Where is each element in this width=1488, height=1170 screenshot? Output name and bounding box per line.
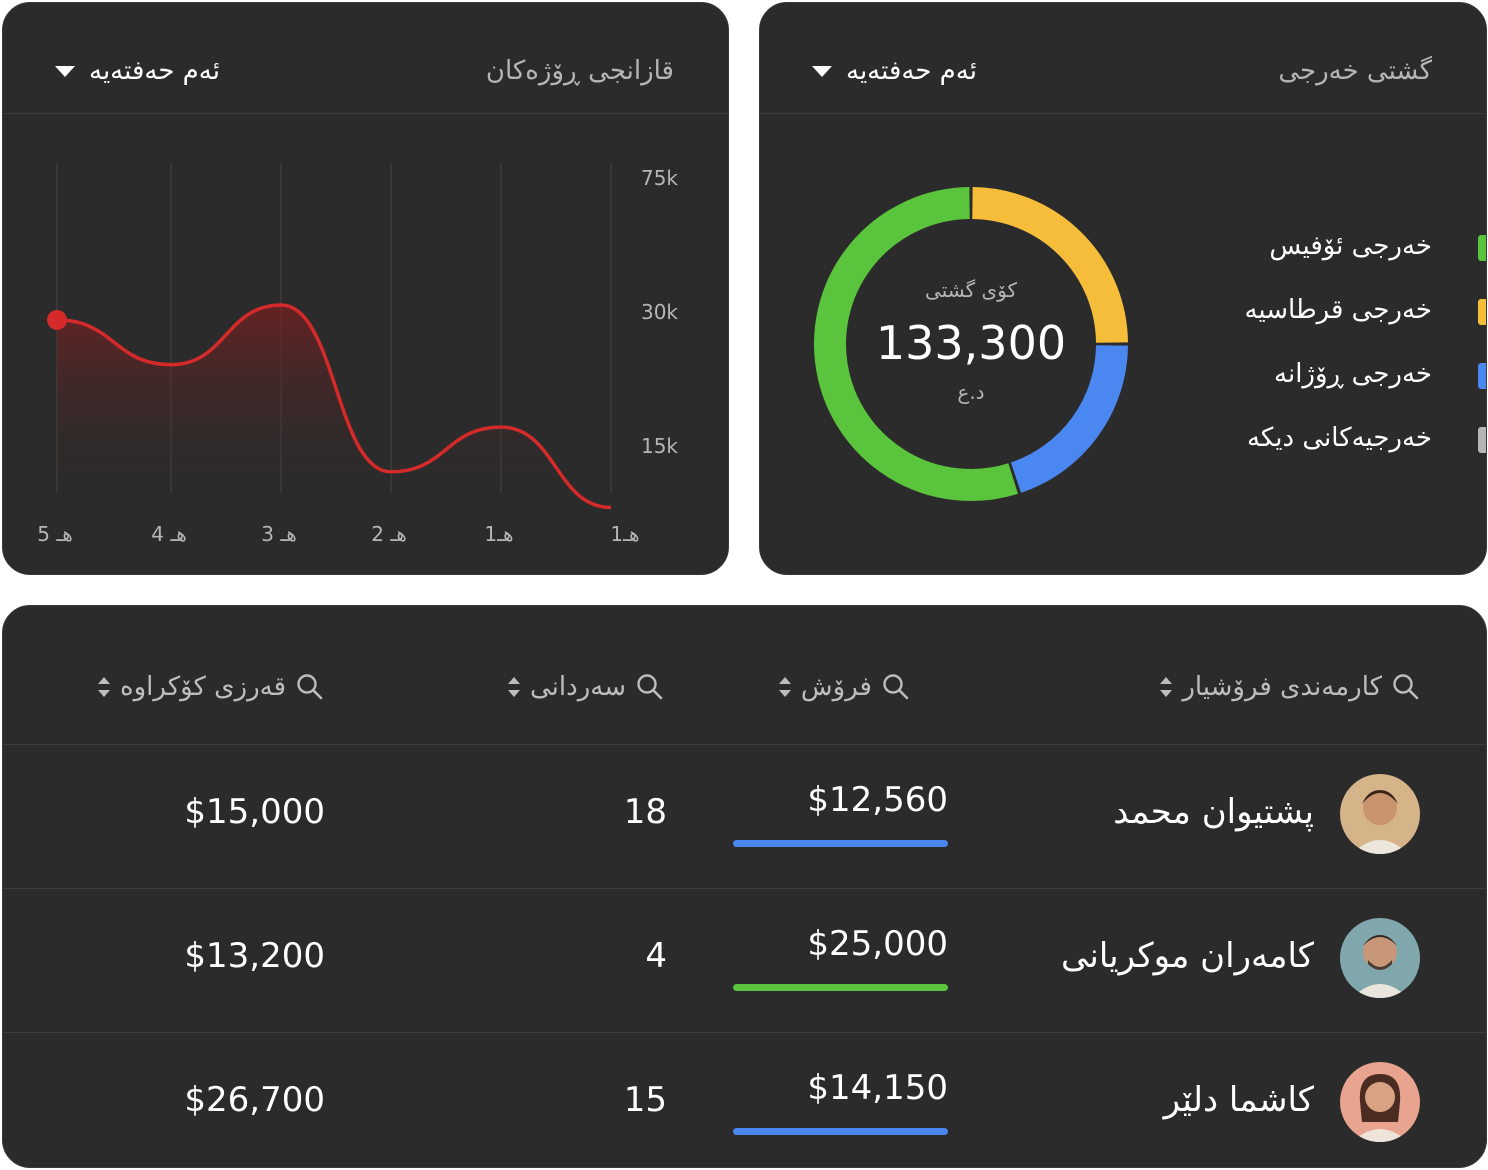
th-debt[interactable]: قەرزی کۆکراوە [97,672,324,702]
daily-period-label: ئەم حەفتەیە [89,56,220,86]
sort-icon[interactable] [97,677,110,697]
th-sales-label: فرۆش [800,672,872,702]
expense-total-header: گشتی خەرجی ئەم حەفتەیە [760,3,1486,114]
donut-center-unit: د.ع [957,380,984,404]
x-tick-label: 4 هـ [151,522,187,546]
x-tick-label: 3 هـ [261,522,297,546]
expense-period-label: ئەم حەفتەیە [846,56,977,86]
avatar [1340,1062,1420,1142]
daily-income-line-chart: 75k 30k 15k 5 هـ 4 هـ 3 هـ 2 هـ 1هـ 1هـ [37,163,678,546]
y-tick-label: 15k [641,434,678,458]
y-tick-label: 75k [641,166,678,190]
deals-count: 15 [623,1080,667,1120]
sort-icon[interactable] [778,677,791,697]
daily-income-title: قازانجی ڕۆژەکان [485,56,674,86]
search-icon[interactable] [1392,673,1420,701]
sales-amount: $12,560 [807,780,948,820]
table-row[interactable]: پشتیوان محمد $12,560 18 $15,000 [3,744,1486,889]
legend-item-office[interactable]: خەرجی ئۆفیس [1166,223,1486,287]
expense-period-dropdown[interactable]: ئەم حەفتەیە [812,51,977,91]
sort-icon[interactable] [1160,677,1173,697]
donut-center-value: 133,300 [876,316,1066,370]
legend-label: خەرجی قرطاسیە [1244,295,1432,325]
daily-period-dropdown[interactable]: ئەم حەفتەیە [55,51,220,91]
legend-item-other[interactable]: خەرجیەکانی دیکە [1166,415,1486,479]
sales-bar [733,984,948,991]
legend-swatch [1478,299,1486,325]
table-row[interactable]: کامەران موکریانی $25,000 4 $13,200 [3,888,1486,1033]
avatar [1340,918,1420,998]
employee-name: کاشما دلێر [1163,1080,1314,1120]
daily-income-header: قازانجی ڕۆژەکان ئەم حەفتەیە [3,3,728,114]
legend-swatch [1478,427,1486,453]
sort-icon[interactable] [508,677,520,697]
donut-segment[interactable] [971,187,1128,344]
series-line [56,303,612,510]
line-area [57,305,611,508]
legend-label: خەرجی ئۆفیس [1269,231,1432,261]
legend-item-daily[interactable]: خەرجی ڕۆژانە [1166,351,1486,415]
debt-amount: $15,000 [184,792,325,832]
debt-amount: $13,200 [184,936,325,976]
expense-donut-chart: کۆی گشتی 133,300 د.ع [814,187,1128,501]
th-debt-label: قەرزی کۆکراوە [119,672,286,702]
search-icon[interactable] [296,673,324,701]
sales-amount: $14,150 [807,1068,948,1108]
daily-income-card: قازانجی ڕۆژەکان ئەم حەفتەیە 75k 30k 15k 5 … [2,2,729,575]
expense-total-title: گشتی خەرجی [1278,56,1432,86]
legend-label: خەرجیەکانی دیکە [1246,423,1432,453]
legend-swatch [1478,235,1486,261]
employee-name: کامەران موکریانی [1061,936,1314,976]
donut-segment[interactable] [1010,344,1128,493]
sales-bar [733,1128,948,1135]
x-tick-label: 1هـ [610,522,639,546]
search-icon[interactable] [636,673,664,701]
employee-name: پشتیوان محمد [1113,792,1314,832]
th-employee[interactable]: کارمەندی فرۆشیار [1160,672,1420,702]
avatar [1340,774,1420,854]
sales-employees-table: کارمەندی فرۆشیار فرۆش سەردانی قەرزی کۆکر… [2,605,1487,1168]
expense-legend: خەرجی ئۆفیس خەرجی قرطاسیە خەرجی ڕۆژانە خ… [1166,223,1486,479]
sales-amount: $25,000 [807,924,948,964]
search-icon[interactable] [882,673,910,701]
expense-total-card: گشتی خەرجی ئەم حەفتەیە کۆی گشتی 133,300 … [759,2,1487,575]
caret-down-icon [55,65,75,77]
caret-down-icon [812,65,832,77]
y-tick-label: 30k [641,300,678,324]
th-employee-label: کارمەندی فرۆشیار [1182,672,1382,702]
th-deals[interactable]: سەردانی [508,672,664,702]
x-tick-label: 5 هـ [37,522,73,546]
line-start-point[interactable] [47,309,67,330]
legend-item-stationery[interactable]: خەرجی قرطاسیە [1166,287,1486,351]
x-tick-label: 1هـ [484,522,513,546]
table-row[interactable]: کاشما دلێر $14,150 15 $26,700 [3,1032,1486,1167]
legend-label: خەرجی ڕۆژانە [1274,359,1432,389]
th-deals-label: سەردانی [530,672,626,702]
th-sales[interactable]: فرۆش [778,672,910,702]
legend-swatch [1478,363,1486,389]
debt-amount: $26,700 [184,1080,325,1120]
deals-count: 4 [645,936,667,976]
sales-bar [733,840,948,847]
x-tick-label: 2 هـ [371,522,407,546]
table-header-row: کارمەندی فرۆشیار فرۆش سەردانی قەرزی کۆکر… [3,606,1486,745]
deals-count: 18 [623,792,667,832]
donut-center-label: کۆی گشتی [925,278,1017,302]
donut-segment[interactable] [814,187,1018,501]
